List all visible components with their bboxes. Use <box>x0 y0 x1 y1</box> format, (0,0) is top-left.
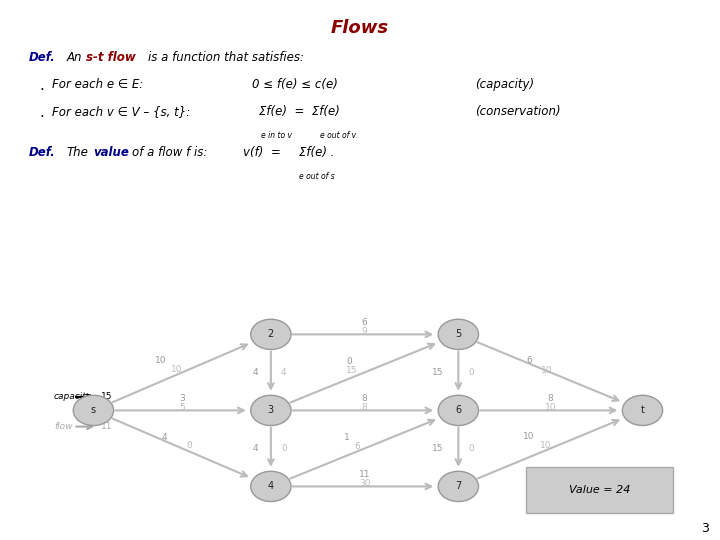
Text: 10: 10 <box>523 432 534 441</box>
Text: 0 ≤ f(e) ≤ c(e): 0 ≤ f(e) ≤ c(e) <box>252 78 338 91</box>
Text: value: value <box>94 146 130 159</box>
Text: 6: 6 <box>354 442 360 451</box>
Text: 1: 1 <box>343 433 349 442</box>
Text: 4: 4 <box>281 368 287 377</box>
Text: 11: 11 <box>101 422 112 431</box>
Text: 4: 4 <box>252 368 258 377</box>
Text: 6: 6 <box>361 318 367 327</box>
Text: Value = 24: Value = 24 <box>569 485 631 495</box>
Text: 8: 8 <box>361 403 367 411</box>
Text: 9: 9 <box>361 327 367 336</box>
Text: v(f)  =: v(f) = <box>243 146 281 159</box>
Text: s-t flow: s-t flow <box>86 51 136 64</box>
Text: 6: 6 <box>526 356 531 365</box>
Text: 10: 10 <box>171 365 183 374</box>
Text: Flows: Flows <box>331 19 389 37</box>
Text: 10: 10 <box>544 403 556 411</box>
Text: 15: 15 <box>433 444 444 453</box>
Text: An: An <box>66 51 82 64</box>
Text: e out of v: e out of v <box>320 131 356 140</box>
Circle shape <box>438 471 479 502</box>
Text: 5: 5 <box>179 403 185 411</box>
Text: 0: 0 <box>469 444 474 453</box>
Text: 4: 4 <box>161 433 167 442</box>
Circle shape <box>438 319 479 349</box>
Text: flow: flow <box>54 422 73 431</box>
Text: 15: 15 <box>346 366 357 375</box>
Text: Σf(e) .: Σf(e) . <box>299 146 334 159</box>
Text: 3: 3 <box>701 522 709 535</box>
Text: e out of s: e out of s <box>299 172 334 181</box>
Text: 11: 11 <box>359 470 370 479</box>
Text: of a flow f is:: of a flow f is: <box>132 146 207 159</box>
FancyBboxPatch shape <box>526 467 673 513</box>
Text: t: t <box>641 406 644 415</box>
Text: Def.: Def. <box>29 51 55 64</box>
Text: 0: 0 <box>281 444 287 453</box>
Text: 2: 2 <box>268 329 274 339</box>
Text: 0: 0 <box>469 368 474 377</box>
Text: For each v ∈ V – {s, t}:: For each v ∈ V – {s, t}: <box>52 105 190 118</box>
Text: 7: 7 <box>455 482 462 491</box>
Text: 8: 8 <box>361 394 367 403</box>
Text: (capacity): (capacity) <box>475 78 534 91</box>
Circle shape <box>438 395 479 426</box>
Text: capacity: capacity <box>54 393 92 401</box>
Text: 30: 30 <box>359 478 370 488</box>
Text: .: . <box>40 105 45 120</box>
Text: 10: 10 <box>155 356 166 365</box>
Text: .: . <box>40 78 45 93</box>
Text: 0: 0 <box>186 441 192 450</box>
Circle shape <box>251 395 291 426</box>
Text: 4: 4 <box>268 482 274 491</box>
Text: 8: 8 <box>547 394 553 403</box>
Text: For each e ∈ E:: For each e ∈ E: <box>52 78 143 91</box>
Text: s: s <box>91 406 96 415</box>
Text: 3: 3 <box>179 394 185 403</box>
Text: 15: 15 <box>101 393 112 401</box>
Text: 15: 15 <box>433 368 444 377</box>
Circle shape <box>73 395 114 426</box>
Text: is a function that satisfies:: is a function that satisfies: <box>148 51 304 64</box>
Text: 10: 10 <box>541 366 552 375</box>
Circle shape <box>251 471 291 502</box>
Text: The: The <box>66 146 88 159</box>
Circle shape <box>251 319 291 349</box>
Text: (conservation): (conservation) <box>475 105 561 118</box>
Text: Def.: Def. <box>29 146 55 159</box>
Text: e in to v: e in to v <box>261 131 292 140</box>
Text: 6: 6 <box>455 406 462 415</box>
Text: 4: 4 <box>252 444 258 453</box>
Text: 0: 0 <box>346 357 351 366</box>
Text: 10: 10 <box>539 441 551 450</box>
Circle shape <box>622 395 662 426</box>
Text: 5: 5 <box>455 329 462 339</box>
Text: Σf(e)  =  Σf(e): Σf(e) = Σf(e) <box>259 105 340 118</box>
Text: 3: 3 <box>268 406 274 415</box>
